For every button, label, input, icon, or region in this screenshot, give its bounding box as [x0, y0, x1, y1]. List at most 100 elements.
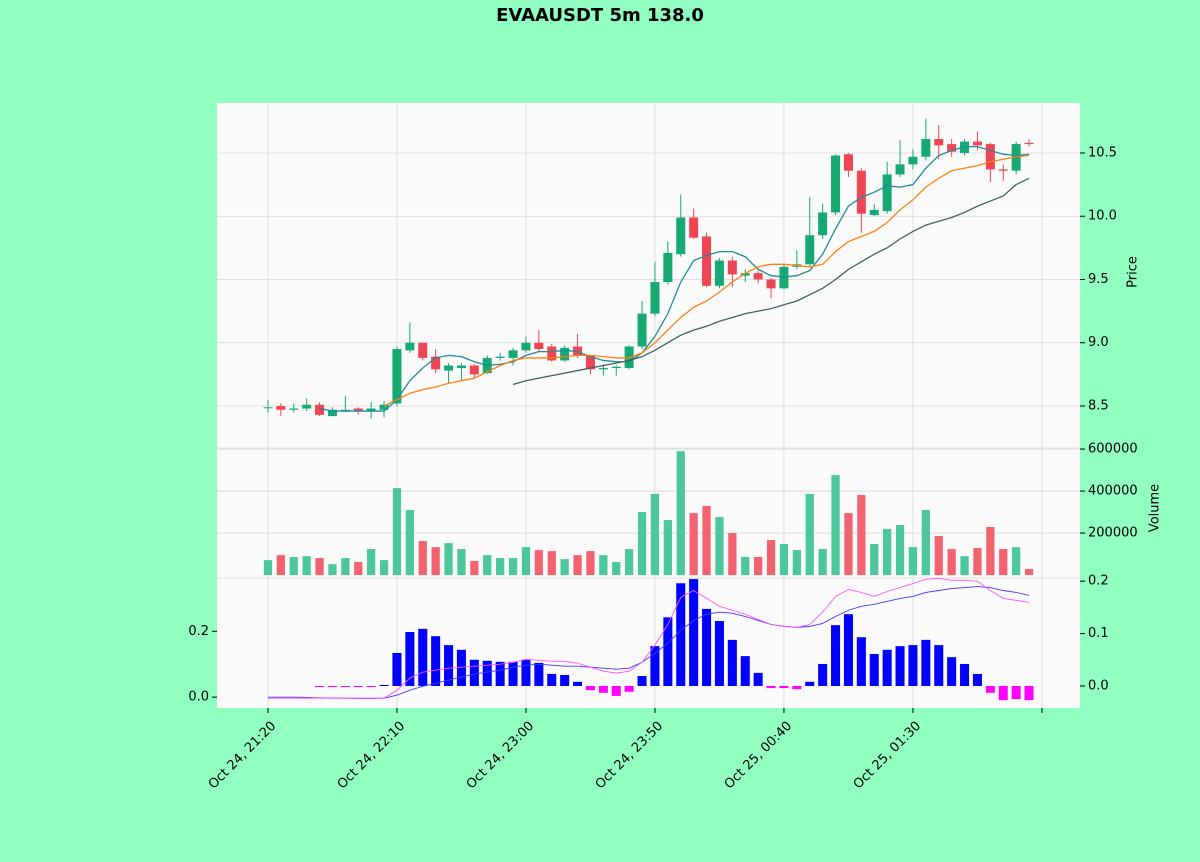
volume-bar [612, 562, 621, 576]
volume-bar [754, 556, 763, 576]
macd-histogram-bar [456, 649, 466, 686]
candle-body [753, 273, 763, 280]
volume-bar [599, 555, 608, 576]
candle-body [560, 347, 570, 361]
macd-histogram-bar [689, 579, 699, 686]
volume-bar [689, 513, 698, 576]
y-tick-label: 0.2 [188, 624, 209, 639]
volume-bar [625, 549, 634, 576]
macd-histogram-bar [444, 645, 454, 686]
candle-body [366, 408, 376, 412]
candle-body [882, 174, 892, 212]
candle-body [405, 342, 415, 351]
volume-bar [999, 549, 1008, 576]
macd-histogram-bar [960, 663, 970, 686]
moving-average-line [319, 145, 1030, 412]
macd-histogram-bar [947, 657, 957, 686]
volume-bar [831, 475, 840, 576]
macd-histogram-bar [882, 649, 892, 686]
candle-body [302, 404, 312, 409]
volume-bar [728, 533, 737, 576]
candle-body [585, 355, 595, 370]
volume-bar [676, 451, 685, 576]
candle-body [818, 212, 828, 236]
y-tick-label: 9.5 [1088, 272, 1109, 287]
volume-bar [960, 556, 969, 576]
volume-bar [870, 543, 879, 576]
volume-bar [883, 529, 892, 576]
volume-bar [315, 558, 324, 576]
price-axis-label: Price [1126, 256, 1141, 288]
volume-bar [921, 509, 930, 576]
macd-histogram-bar [714, 620, 724, 686]
chart-title: EVAAUSDT 5m 138.0 [496, 5, 704, 26]
candle-body [702, 236, 712, 286]
volume-bar [973, 547, 982, 576]
macd-histogram-bar [831, 625, 841, 686]
volume-bar [470, 560, 479, 576]
candle-body [805, 235, 815, 265]
volume-bar [276, 555, 285, 576]
volume-bar [457, 549, 466, 576]
volume-bar [302, 556, 311, 576]
volume-bar [586, 551, 595, 576]
macd-histogram-bar [585, 685, 595, 691]
macd-histogram-bar [818, 663, 828, 686]
candle-body [856, 170, 866, 214]
macd-line [267, 577, 1030, 699]
macd-histogram-bar [869, 654, 879, 686]
macd-histogram-bar [405, 631, 415, 686]
macd-histogram-bar [315, 685, 325, 688]
volume-bar [367, 549, 376, 576]
candle-body [508, 350, 518, 358]
macd-histogram-bar [431, 636, 441, 686]
volume-bar [354, 562, 363, 576]
candle-body [340, 409, 350, 411]
volume-bar [341, 558, 350, 576]
macd-histogram-bar [856, 637, 866, 686]
macd-line [267, 586, 1030, 699]
y-tick-label: 200000 [1088, 526, 1138, 541]
volume-bar [663, 520, 672, 576]
volume-bar [547, 551, 556, 576]
volume-bar [934, 535, 943, 576]
candle-body [895, 164, 905, 175]
candle-body [418, 342, 428, 358]
volume-bar [521, 547, 531, 576]
candle-body [908, 156, 918, 165]
candle-body [521, 342, 531, 351]
volume-bar [818, 549, 827, 576]
candle-body [727, 260, 737, 275]
macd-histogram-bar [611, 685, 621, 696]
macd-histogram-bar [560, 674, 570, 686]
volume-bar [1012, 547, 1021, 576]
volume-bar [405, 509, 414, 576]
volume-bar [431, 547, 440, 576]
macd-histogram-bar [676, 583, 686, 686]
macd-histogram-bar [753, 672, 763, 686]
y-tick-label: 8.5 [1088, 398, 1109, 413]
macd-histogram-bar [1024, 685, 1034, 701]
macd-histogram-bar [727, 639, 737, 686]
candle-body [843, 154, 853, 171]
macd-histogram-bar [366, 685, 376, 688]
macd-histogram-bar [598, 685, 608, 693]
volume-bar [766, 539, 776, 576]
candle-body [676, 217, 686, 255]
macd-histogram-bar [327, 685, 337, 688]
x-tick-label: Oct 25, 01:30 [851, 719, 924, 792]
candle-body [714, 260, 724, 286]
macd-histogram-bar [921, 639, 931, 686]
y-tick-label: 9.0 [1088, 335, 1109, 350]
volume-bar [857, 495, 866, 576]
candle-body [276, 405, 286, 410]
candle-body [315, 404, 325, 415]
candle-body [353, 408, 363, 412]
candle-body [431, 356, 441, 370]
macd-histogram-bar [663, 617, 673, 686]
x-tick-label: Oct 24, 23:50 [593, 719, 666, 792]
volume-bar [805, 493, 814, 576]
candle-body [921, 139, 931, 157]
candle-body [972, 141, 982, 146]
